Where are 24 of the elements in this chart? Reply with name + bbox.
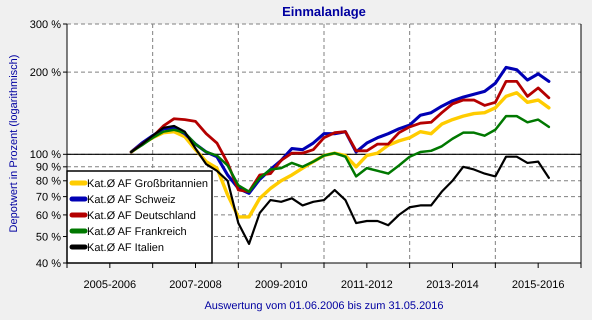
x-tick-label: 2013-2014 (426, 279, 479, 291)
legend-label: Kat.Ø AF Frankreich (87, 226, 187, 238)
text: Auswertung vom 01.06.2006 bis zum 31.05.2016 (204, 300, 444, 312)
y-tick-label: 60 % (36, 210, 62, 222)
y-tick-label: 300 % (30, 18, 62, 31)
x-tick-label: 2011-2012 (340, 279, 393, 291)
x-tick-label: 2007-2008 (169, 279, 222, 291)
y-axis-title: Depotwert in Prozent (logarithmisch) (8, 54, 20, 232)
x-tick-label: 2009-2010 (254, 279, 308, 291)
y-tick-label: 40 % (36, 258, 62, 270)
chart-title: Einmalanlage (282, 4, 366, 19)
x-tick-label: 2005-2006 (84, 279, 136, 291)
y-tick-label: 200 % (30, 66, 62, 79)
legend-label: Kat.Ø AF Großbritannien (87, 178, 208, 190)
y-tick-label: 90 % (36, 162, 62, 174)
y-tick-label: 80 % (36, 176, 62, 188)
legend-label: Kat.Ø AF Deutschland (87, 210, 196, 222)
legend-label: Kat.Ø AF Italien (87, 242, 164, 254)
line-series (130, 114, 550, 193)
y-tick-label: 70 % (36, 191, 62, 204)
legend-label: Kat.Ø AF Schweiz (87, 194, 176, 206)
y-tick-label: 100 % (30, 149, 62, 162)
x-tick-label: 2015-2016 (512, 279, 564, 291)
y-tick-label: 50 % (36, 231, 62, 244)
